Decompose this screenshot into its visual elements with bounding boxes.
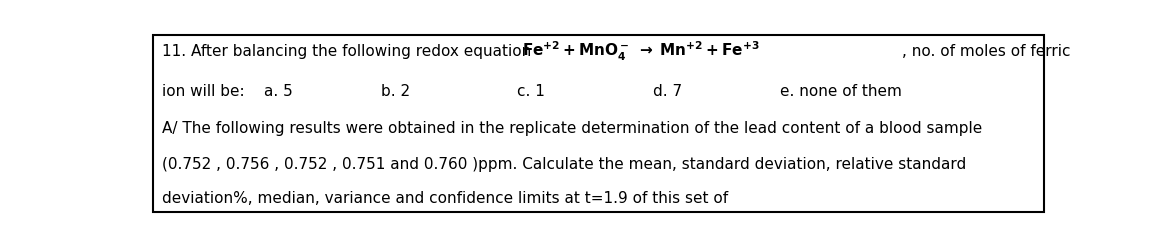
Text: $\bf{Fe^{+2} + MnO_4^- \ \rightarrow \ Mn^{+2} + Fe^{+3}}$: $\bf{Fe^{+2} + MnO_4^- \ \rightarrow \ M… (522, 40, 759, 63)
Text: ion will be:: ion will be: (162, 84, 245, 99)
Text: c. 1: c. 1 (517, 84, 545, 99)
Text: , no. of moles of ferric: , no. of moles of ferric (902, 44, 1070, 59)
Text: (0.752 , 0.756 , 0.752 , 0.751 and 0.760 )ppm. Calculate the mean, standard devi: (0.752 , 0.756 , 0.752 , 0.751 and 0.760… (162, 157, 967, 172)
Text: 11. After balancing the following redox equation: 11. After balancing the following redox … (162, 44, 541, 59)
Text: a. 5: a. 5 (264, 84, 292, 99)
Text: e. none of them: e. none of them (780, 84, 902, 99)
Text: A/ The following results were obtained in the replicate determination of the lea: A/ The following results were obtained i… (162, 121, 982, 136)
Text: deviation%, median, variance and confidence limits at t=1.9 of this set of: deviation%, median, variance and confide… (162, 191, 734, 206)
Text: d. 7: d. 7 (653, 84, 682, 99)
FancyBboxPatch shape (153, 35, 1044, 212)
Text: b. 2: b. 2 (381, 84, 410, 99)
